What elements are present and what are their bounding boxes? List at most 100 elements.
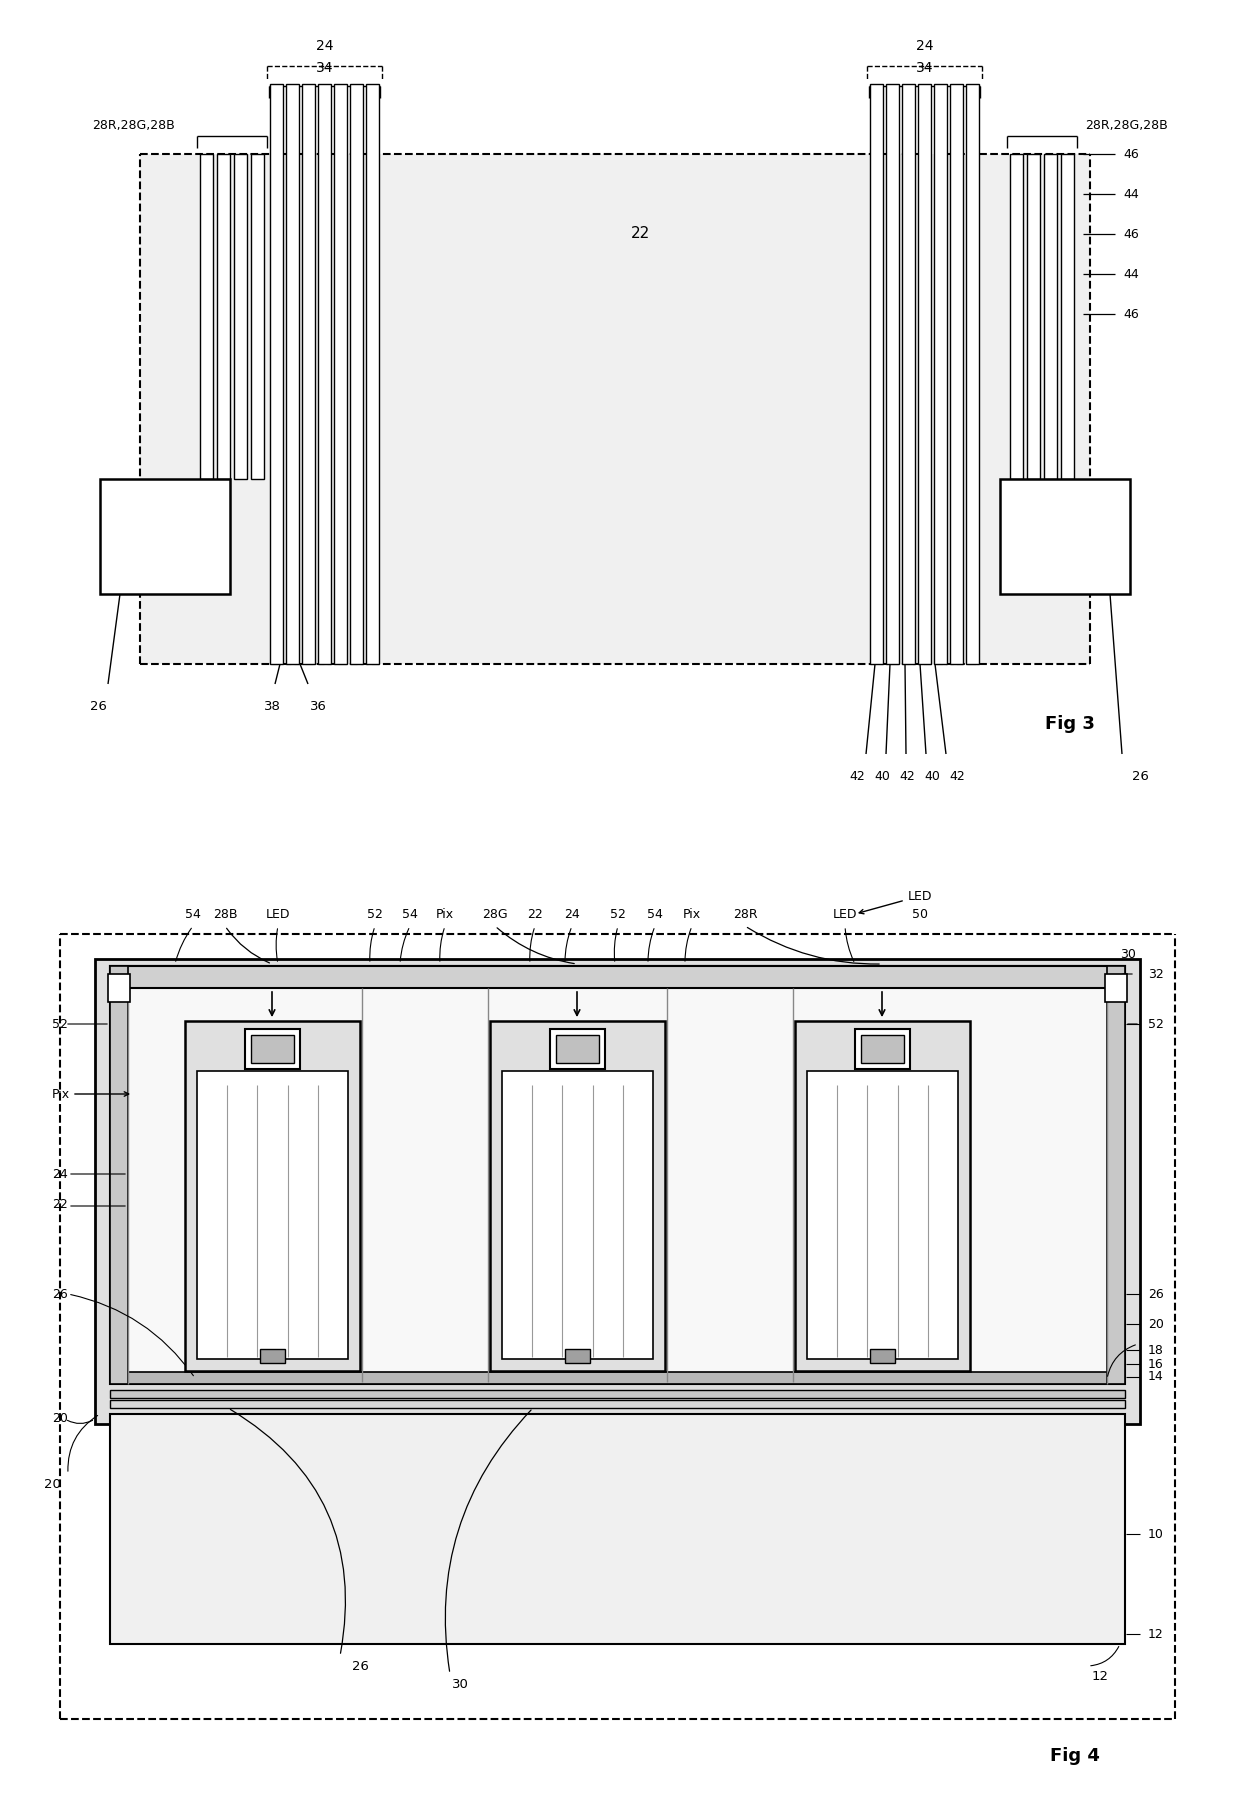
Text: 40: 40 <box>924 769 940 782</box>
Bar <box>185 1021 360 1371</box>
Bar <box>250 1036 294 1063</box>
Bar <box>100 479 229 593</box>
Text: 54: 54 <box>647 907 663 920</box>
Text: 30: 30 <box>1120 947 1136 960</box>
Bar <box>1044 154 1056 479</box>
Bar <box>350 83 363 664</box>
Bar <box>870 1350 895 1362</box>
Text: Pix: Pix <box>52 1088 71 1101</box>
Text: 52: 52 <box>1148 1018 1164 1030</box>
Text: 42: 42 <box>849 769 864 782</box>
Text: 52: 52 <box>52 1018 68 1030</box>
Text: 46: 46 <box>1123 308 1138 321</box>
Bar <box>966 83 980 664</box>
Bar <box>110 967 128 1384</box>
Bar <box>260 1350 285 1362</box>
Bar <box>1061 154 1074 479</box>
Bar <box>861 1036 904 1063</box>
Text: 22: 22 <box>52 1197 68 1210</box>
Bar <box>1107 967 1125 1384</box>
Bar <box>140 154 1090 664</box>
Text: 10: 10 <box>1148 1527 1164 1540</box>
Bar <box>200 154 213 479</box>
Text: 24: 24 <box>916 38 934 53</box>
Text: 30: 30 <box>451 1678 469 1691</box>
Bar <box>234 154 247 479</box>
Text: 28R,28G,28B: 28R,28G,28B <box>1085 120 1168 132</box>
Bar <box>1027 154 1040 479</box>
Text: 16: 16 <box>1148 1357 1164 1371</box>
Text: 54: 54 <box>185 907 201 920</box>
Text: 24: 24 <box>316 38 334 53</box>
Text: 34: 34 <box>916 62 934 74</box>
Text: Pix: Pix <box>683 907 701 920</box>
Text: LED: LED <box>833 907 857 920</box>
Bar <box>870 83 883 664</box>
Bar <box>250 154 264 479</box>
Text: 26: 26 <box>52 1288 68 1301</box>
Bar <box>246 1029 300 1068</box>
Text: 26: 26 <box>352 1660 368 1673</box>
Text: 20: 20 <box>52 1413 68 1426</box>
Bar <box>934 83 947 664</box>
Bar <box>108 974 130 1001</box>
Text: 52: 52 <box>367 907 383 920</box>
Text: 34: 34 <box>316 62 334 74</box>
Text: 22: 22 <box>527 907 543 920</box>
Bar <box>918 83 931 664</box>
Text: 14: 14 <box>1148 1371 1164 1384</box>
Bar <box>95 960 1140 1424</box>
Bar <box>807 1070 959 1359</box>
Text: 42: 42 <box>899 769 915 782</box>
Text: 46: 46 <box>1123 227 1138 241</box>
Bar <box>110 1371 1125 1384</box>
Bar <box>887 83 899 664</box>
Bar <box>490 1021 665 1371</box>
Bar <box>551 1029 605 1068</box>
Text: 12: 12 <box>1091 1669 1109 1683</box>
Text: 54: 54 <box>402 907 418 920</box>
Bar <box>856 1029 910 1068</box>
Text: 38: 38 <box>264 700 280 713</box>
Bar <box>795 1021 970 1371</box>
Text: Fig 3: Fig 3 <box>1045 715 1095 733</box>
Bar <box>1011 154 1023 479</box>
Bar <box>999 479 1130 593</box>
Text: 20: 20 <box>1148 1317 1164 1330</box>
Bar <box>556 1036 599 1063</box>
Text: 28R,28G,28B: 28R,28G,28B <box>92 120 175 132</box>
Bar <box>565 1350 590 1362</box>
Bar <box>110 967 1125 989</box>
Bar <box>110 1390 1125 1399</box>
Text: 24: 24 <box>564 907 580 920</box>
Bar <box>270 83 283 664</box>
Text: 18: 18 <box>1148 1344 1164 1357</box>
Text: 40: 40 <box>874 769 890 782</box>
Text: 28G: 28G <box>482 907 508 920</box>
Text: 24: 24 <box>52 1168 68 1181</box>
Text: 46: 46 <box>1123 147 1138 160</box>
Bar <box>317 83 331 664</box>
Text: Fig 4: Fig 4 <box>1050 1747 1100 1765</box>
Text: 28B: 28B <box>213 907 237 920</box>
Bar <box>110 1413 1125 1643</box>
Text: 26: 26 <box>1132 769 1148 782</box>
Text: 26: 26 <box>89 700 107 713</box>
Bar <box>1105 974 1127 1001</box>
Text: Pix: Pix <box>436 907 454 920</box>
Bar <box>950 83 963 664</box>
Text: 36: 36 <box>310 700 326 713</box>
Text: 22: 22 <box>630 227 650 241</box>
Text: 28R: 28R <box>733 907 758 920</box>
Text: 42: 42 <box>949 769 965 782</box>
Text: 32: 32 <box>1148 967 1164 981</box>
Bar <box>286 83 299 664</box>
Text: LED: LED <box>859 889 932 914</box>
Text: 12: 12 <box>1148 1627 1164 1640</box>
Text: LED: LED <box>265 907 290 920</box>
Bar <box>502 1070 653 1359</box>
Bar <box>334 83 347 664</box>
Text: 52: 52 <box>610 907 626 920</box>
Bar <box>366 83 379 664</box>
Text: 44: 44 <box>1123 187 1138 201</box>
